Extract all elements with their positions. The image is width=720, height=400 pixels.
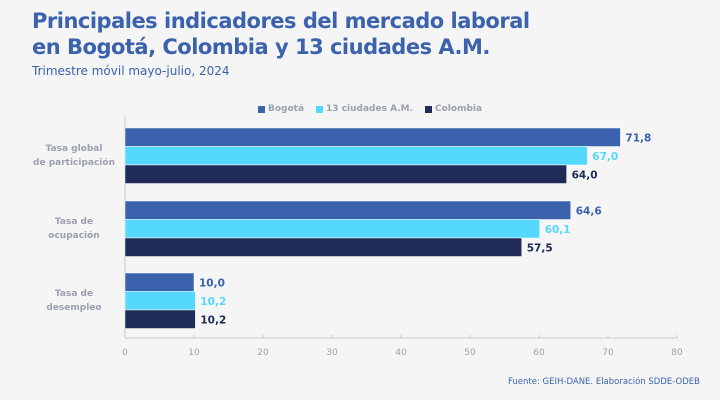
legend-swatch bbox=[316, 105, 324, 113]
bar bbox=[124, 200, 571, 220]
bar bbox=[124, 164, 567, 184]
legend-item: Colombia bbox=[425, 104, 482, 114]
legend-item: Bogotá bbox=[258, 104, 304, 114]
category-label: Tasa de bbox=[55, 217, 93, 227]
category-label: de participación bbox=[33, 157, 115, 168]
value-label: 57,5 bbox=[527, 242, 553, 254]
x-tick-label: 10 bbox=[188, 348, 200, 358]
chart-title: Principales indicadores del mercado labo… bbox=[32, 8, 530, 60]
legend-swatch bbox=[425, 105, 433, 113]
value-label: 60,1 bbox=[545, 224, 571, 236]
x-tick-label: 50 bbox=[464, 348, 476, 358]
bar bbox=[124, 146, 588, 166]
x-tick-label: 70 bbox=[602, 348, 614, 358]
legend-label: 13 ciudades A.M. bbox=[326, 104, 414, 114]
legend-label: Bogotá bbox=[268, 104, 305, 114]
category-label: ocupación bbox=[48, 230, 99, 241]
category-label: Tasa de bbox=[55, 289, 93, 299]
legend-swatch bbox=[258, 105, 265, 113]
title-line-2: en Bogotá, Colombia y 13 ciudades A.M. bbox=[32, 35, 490, 59]
bar bbox=[124, 272, 195, 292]
bar bbox=[124, 127, 621, 147]
legend-label: Colombia bbox=[435, 104, 483, 114]
title-line-1: Principales indicadores del mercado labo… bbox=[32, 9, 530, 33]
value-label: 10,0 bbox=[199, 277, 225, 289]
x-tick-label: 30 bbox=[326, 348, 338, 358]
category-label: Tasa global bbox=[46, 144, 103, 154]
legend: Bogotá 13 ciudades A.M. Colombia bbox=[258, 104, 482, 114]
source-note: Fuente: GEIH-DANE. Elaboración SDDE-ODEB bbox=[508, 377, 700, 387]
x-tick-label: 20 bbox=[257, 348, 269, 358]
legend-item: 13 ciudades A.M. bbox=[316, 104, 413, 114]
value-label: 64,0 bbox=[572, 169, 598, 181]
value-label: 67,0 bbox=[592, 151, 618, 163]
x-tick-label: 40 bbox=[395, 348, 407, 358]
bar bbox=[124, 219, 540, 239]
value-label: 10,2 bbox=[200, 314, 226, 326]
value-label: 71,8 bbox=[625, 132, 651, 144]
value-label: 64,6 bbox=[576, 205, 602, 217]
x-tick-label: 80 bbox=[671, 348, 683, 358]
bar bbox=[124, 309, 196, 329]
x-tick-label: 60 bbox=[533, 348, 545, 358]
x-tick-label: 0 bbox=[122, 348, 128, 358]
chart-subtitle: Trimestre móvil mayo-julio, 2024 bbox=[32, 64, 230, 78]
bar bbox=[124, 291, 196, 311]
value-label: 10,2 bbox=[200, 296, 226, 308]
bar bbox=[124, 237, 522, 257]
category-label: desempleo bbox=[46, 303, 101, 313]
